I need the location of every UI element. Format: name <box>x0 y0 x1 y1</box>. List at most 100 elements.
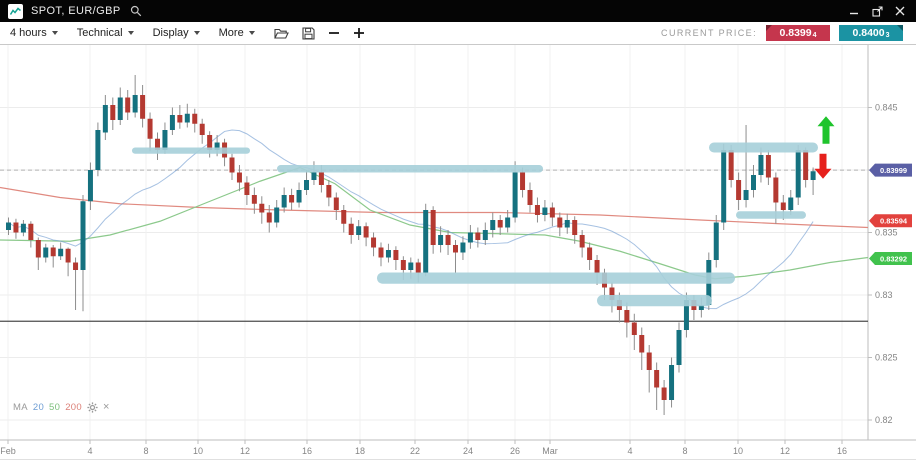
technical-menu[interactable]: Technical <box>77 27 134 39</box>
bid-price-badge[interactable]: 0.8399 4 <box>766 25 830 41</box>
candle-body <box>296 190 302 203</box>
up-arrow[interactable] <box>817 116 835 144</box>
x-axis-label: 26 <box>510 446 520 456</box>
ma-remove-icon[interactable]: × <box>102 401 110 413</box>
candle-body <box>125 97 131 113</box>
ma20-line <box>8 129 814 310</box>
candle-body <box>393 250 399 260</box>
candle-body <box>259 203 265 213</box>
candle-body <box>363 226 369 238</box>
candle-body <box>654 370 660 388</box>
price-badge <box>869 252 912 265</box>
candle-body <box>445 235 451 245</box>
candle-body <box>199 123 205 135</box>
analysis-zone[interactable] <box>377 272 735 284</box>
price-chart[interactable]: 0.8450.840.8350.830.8250.82Feb4810121618… <box>0 45 916 460</box>
minimize-button[interactable] <box>848 5 860 17</box>
more-menu-label: More <box>218 27 244 39</box>
chevron-down-icon <box>127 31 134 35</box>
x-axis-label: 16 <box>837 446 847 456</box>
candle-body <box>43 247 49 258</box>
candle-body <box>549 207 555 218</box>
ma-legend-label: MA <box>13 402 28 413</box>
candle-body <box>527 190 533 205</box>
x-axis-label: 22 <box>410 446 420 456</box>
x-axis-label: 18 <box>355 446 365 456</box>
display-menu[interactable]: Display <box>153 27 200 39</box>
analysis-zone[interactable] <box>736 211 806 219</box>
price-badge <box>869 214 912 228</box>
technical-menu-label: Technical <box>76 27 123 39</box>
candle-body <box>400 260 406 270</box>
x-axis-label: 8 <box>143 446 148 456</box>
candle-body <box>281 195 287 208</box>
candle-body <box>266 212 272 223</box>
display-menu-label: Display <box>152 27 189 39</box>
candle-body <box>356 226 362 235</box>
price-badge <box>869 163 912 177</box>
candle-body <box>453 245 458 253</box>
candle-body <box>624 310 630 323</box>
ask-price-badge[interactable]: 0.8400 3 <box>839 25 903 41</box>
y-axis-label: 0.825 <box>875 353 898 363</box>
x-axis-label: 12 <box>240 446 250 456</box>
ma200-line <box>0 186 869 229</box>
current-price-label: CURRENT PRICE: <box>661 28 757 38</box>
candle-body <box>274 207 280 223</box>
tick-down-marker <box>766 25 772 31</box>
candle-body <box>333 197 339 210</box>
candle-body <box>661 387 667 400</box>
current-price-area: CURRENT PRICE: 0.8399 4 0.8400 3 <box>661 25 906 41</box>
candle-body <box>587 247 593 260</box>
x-axis-label: Feb <box>0 446 16 456</box>
timeframe-menu[interactable]: 4 hours <box>10 27 58 39</box>
analysis-zone[interactable] <box>277 165 543 173</box>
x-axis-label: 10 <box>733 446 743 456</box>
down-arrow[interactable] <box>814 153 832 179</box>
candle-body <box>631 322 637 335</box>
ma-period-20: 20 <box>32 402 45 413</box>
candle-body <box>289 195 295 203</box>
candle-body <box>609 287 615 300</box>
save-icon[interactable] <box>302 26 315 40</box>
candle-body <box>184 113 190 123</box>
analysis-zone[interactable] <box>132 147 250 154</box>
restore-button[interactable] <box>871 5 883 17</box>
candle-body <box>244 182 250 195</box>
candle-body <box>102 105 108 133</box>
search-icon[interactable] <box>130 5 142 17</box>
close-icon[interactable] <box>894 5 906 17</box>
candle-body <box>378 247 384 258</box>
candle-body <box>169 115 175 130</box>
ask-price-pip: 3 <box>885 32 890 39</box>
candle-body <box>698 305 704 310</box>
zoom-out-icon[interactable] <box>328 27 340 39</box>
open-folder-icon[interactable] <box>273 27 289 40</box>
bid-price-pip: 4 <box>812 32 817 39</box>
candle-body <box>311 172 317 180</box>
candle-body <box>348 223 354 235</box>
price-badge-label: 0.83292 <box>880 254 907 263</box>
candle-body <box>482 230 488 240</box>
x-axis-label: 10 <box>193 446 203 456</box>
candle-body <box>408 262 414 270</box>
more-menu[interactable]: More <box>219 27 255 39</box>
candle-body <box>162 130 168 150</box>
candle-body <box>520 172 526 190</box>
candle-body <box>229 157 235 173</box>
candle-body <box>773 177 779 203</box>
candle-body <box>795 150 801 198</box>
x-axis-label: 16 <box>302 446 312 456</box>
candle-body <box>73 262 79 270</box>
analysis-zone[interactable] <box>597 295 712 307</box>
chevron-down-icon <box>193 31 200 35</box>
candle-body <box>639 335 645 353</box>
candle-body <box>594 260 600 273</box>
instrument-title: SPOT, EUR/GBP <box>31 5 121 17</box>
candle-body <box>736 180 742 200</box>
y-axis-label: 0.845 <box>875 103 898 113</box>
candle-body <box>415 262 421 273</box>
ma-settings-gear-icon[interactable] <box>87 402 98 413</box>
analysis-zone[interactable] <box>709 142 818 153</box>
zoom-in-icon[interactable] <box>353 27 365 39</box>
